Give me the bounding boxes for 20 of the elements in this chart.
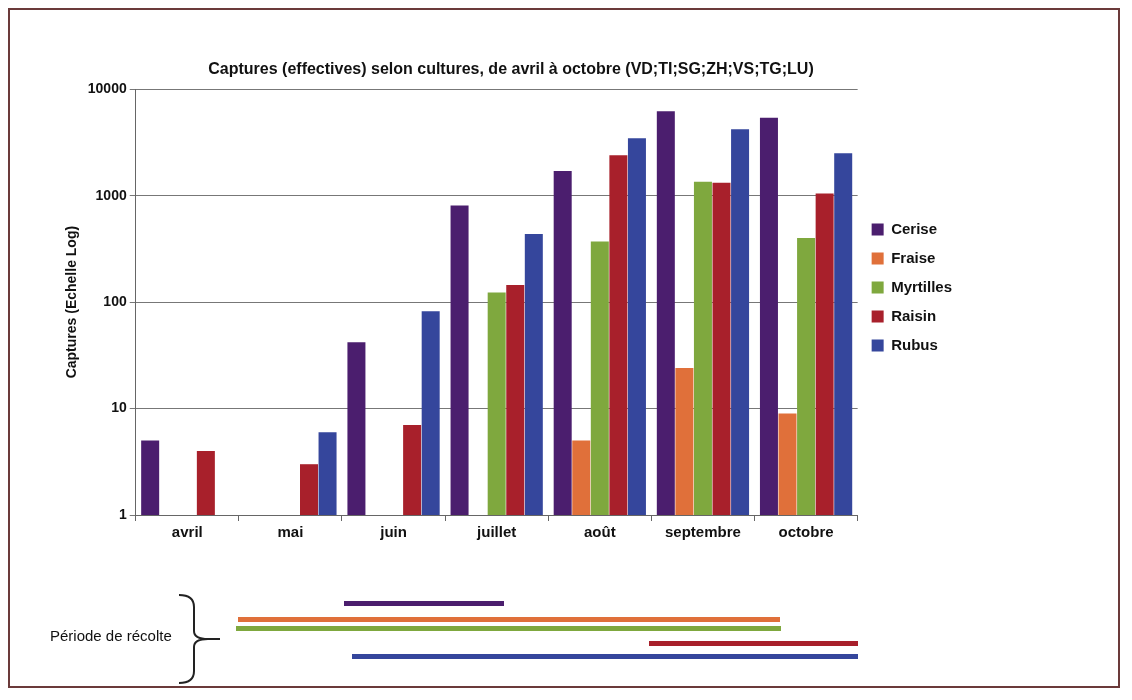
text: Période de récolte — [50, 627, 172, 644]
x-tick-label: juin — [379, 523, 407, 541]
y-tick-label: 10000 — [87, 80, 127, 97]
y-axis-title: Captures (Echelle Log) — [63, 225, 80, 379]
y-tick-label: 1 — [118, 505, 127, 522]
x-tick-label: septembre — [665, 523, 741, 541]
x-tick-label: octobre — [778, 523, 834, 541]
x-tick-label: mai — [277, 523, 304, 541]
y-tick-label: 1000 — [95, 186, 127, 203]
y-tick-label: 100 — [103, 292, 127, 309]
chart-title: Captures (effectives) selon cultures, de avril à octobre (VD;TI;SG;ZH;VS;TG;LU) — [208, 60, 814, 78]
x-tick-label: août — [583, 523, 616, 541]
y-tick-label: 10 — [111, 399, 127, 416]
legend-label: Rubus — [891, 335, 938, 353]
legend-label: Myrtilles — [891, 277, 952, 295]
legend-label: Cerise — [891, 219, 938, 237]
legend-label: Raisin — [891, 306, 937, 324]
legend-label: Fraise — [891, 248, 936, 266]
x-tick-label: juillet — [476, 523, 517, 541]
x-tick-label: avril — [171, 523, 203, 541]
